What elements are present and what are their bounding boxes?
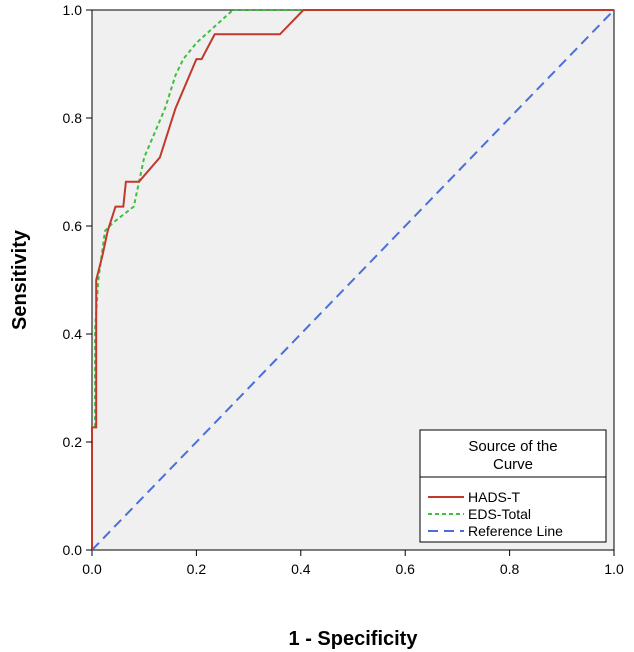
x-tick-label: 1.0 xyxy=(604,561,624,577)
legend: Source of the Curve HADS-T EDS-Total Ref… xyxy=(419,429,607,543)
y-tick-label: 0.8 xyxy=(63,110,83,126)
legend-label-hads-t: HADS-T xyxy=(468,489,521,505)
legend-title-line-2: Curve xyxy=(493,456,533,473)
y-axis-label: Sensitivity xyxy=(9,229,31,330)
legend-title-line-1: Source of the xyxy=(468,438,557,455)
series-line-eds-total xyxy=(91,9,614,550)
legend-label-eds-total: EDS-Total xyxy=(468,506,531,522)
y-tick-label: 0.6 xyxy=(63,218,83,234)
series-line-reference-line xyxy=(91,9,615,551)
legend-box xyxy=(419,429,607,543)
x-tick-label: 0.2 xyxy=(187,561,207,577)
legend-label-reference-line: Reference Line xyxy=(468,523,563,539)
y-tick-label: 1.0 xyxy=(63,2,83,18)
x-tick-label: 0.0 xyxy=(82,561,102,577)
series-line-hads-t xyxy=(91,9,614,550)
axes-layer: 0.0 0.2 0.4 0.6 0.8 1.0 0.0 0.2 0.4 0.6 0.8 1.0 xyxy=(63,2,624,577)
x-tick-label: 0.4 xyxy=(291,561,311,577)
series-layer xyxy=(91,9,615,551)
y-tick-label: 0.4 xyxy=(63,326,83,342)
y-tick-label: 0.2 xyxy=(63,434,83,450)
x-tick-label: 0.8 xyxy=(500,561,520,577)
y-tick-label: 0.0 xyxy=(63,542,83,558)
x-axis-label: 1 - Specificity xyxy=(289,628,419,650)
x-tick-label: 0.6 xyxy=(395,561,415,577)
